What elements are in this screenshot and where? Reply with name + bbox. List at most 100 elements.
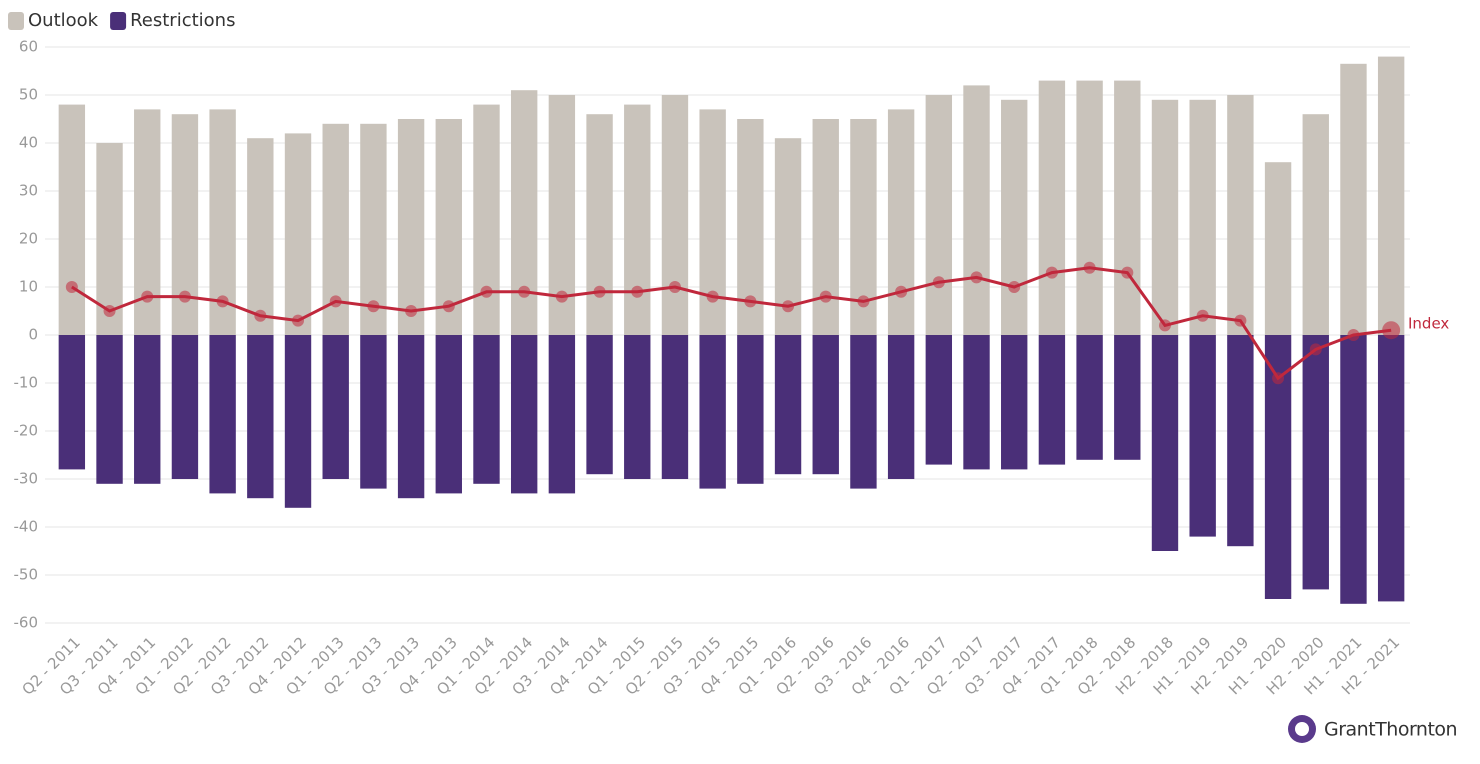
bar [774, 335, 802, 475]
bar [1340, 63, 1367, 336]
bar [134, 335, 161, 484]
bar [96, 143, 123, 335]
index-point [668, 281, 681, 293]
bar [510, 90, 538, 335]
bar [586, 114, 613, 335]
bar [737, 335, 764, 484]
index-point [518, 285, 531, 298]
index-point [631, 285, 644, 298]
bar [1302, 114, 1329, 335]
bar [1076, 80, 1103, 335]
index-point [555, 290, 568, 303]
index-point [1196, 309, 1209, 322]
grid [45, 46, 1410, 624]
bar [1038, 80, 1066, 335]
index-point [706, 290, 719, 303]
index-point [65, 281, 78, 293]
bar [510, 335, 538, 494]
index-point [744, 295, 757, 308]
bar [925, 335, 953, 465]
bar [661, 335, 689, 479]
legend-swatch [110, 12, 127, 30]
index-point [1008, 281, 1021, 293]
bar [435, 119, 462, 335]
y-tick-label: -50 [14, 566, 39, 584]
logo-inner [1295, 722, 1309, 736]
y-tick-label: 40 [19, 134, 38, 152]
bar [1189, 99, 1216, 335]
bar [360, 123, 387, 335]
bar [661, 95, 689, 335]
bar [96, 335, 123, 484]
bar [397, 119, 425, 335]
bar [322, 335, 349, 479]
bar [1340, 335, 1367, 604]
index-point [103, 305, 116, 317]
bar [850, 335, 877, 489]
logo-text: GrantThornton [1324, 719, 1457, 741]
index-point [367, 300, 380, 313]
index-point [1309, 343, 1322, 356]
bar [1227, 95, 1254, 335]
index-point [216, 295, 229, 308]
index-point [593, 285, 606, 298]
y-tick-label: 20 [19, 230, 38, 248]
logo-icon [1288, 715, 1316, 743]
index-point [1045, 266, 1058, 279]
bar [58, 335, 86, 470]
y-tick-label: -30 [14, 470, 39, 488]
bar [812, 335, 839, 475]
index-point [405, 305, 418, 317]
bar [1114, 80, 1141, 335]
bar [887, 109, 915, 336]
bar [1001, 335, 1028, 470]
bar [887, 335, 915, 479]
bar [284, 335, 312, 508]
bar [1302, 335, 1329, 590]
bar [473, 104, 500, 335]
index-point [141, 290, 154, 303]
index-point [1272, 372, 1285, 385]
y-tick-label: 60 [19, 38, 38, 56]
bar [624, 104, 651, 335]
bar [1189, 335, 1216, 537]
bar [1038, 335, 1066, 465]
y-tick-label: -10 [14, 374, 39, 392]
index-point [1083, 261, 1096, 274]
bar [247, 138, 274, 335]
index-point [254, 309, 267, 322]
series-label: Index [1408, 315, 1449, 333]
bar [209, 335, 236, 494]
index-line [71, 266, 1392, 381]
bar [473, 335, 500, 484]
index-point [329, 295, 342, 308]
y-tick-label: 30 [19, 182, 38, 200]
index-point [1347, 329, 1360, 341]
y-tick-label: 0 [28, 326, 38, 344]
bar [1227, 335, 1254, 547]
bar [1001, 99, 1028, 335]
legend-label: Outlook [28, 10, 99, 31]
bar [1377, 335, 1405, 602]
bar [397, 335, 425, 499]
bar [1377, 56, 1405, 335]
index-point [442, 300, 455, 313]
index-point [1121, 266, 1134, 279]
bar [1076, 335, 1103, 460]
bar [586, 335, 613, 475]
index-point [782, 300, 795, 313]
index-point [1158, 319, 1171, 332]
y-tick-label: -20 [14, 422, 39, 440]
bar [1114, 335, 1141, 460]
y-tick-label: -60 [14, 614, 39, 632]
bar [247, 335, 274, 499]
index-point [857, 295, 870, 308]
bar [1151, 335, 1179, 551]
bar [963, 335, 990, 470]
bar [548, 335, 576, 494]
bar [1151, 99, 1179, 335]
legend-label: Restrictions [130, 10, 235, 31]
index-point [970, 271, 983, 284]
bar [284, 133, 312, 335]
